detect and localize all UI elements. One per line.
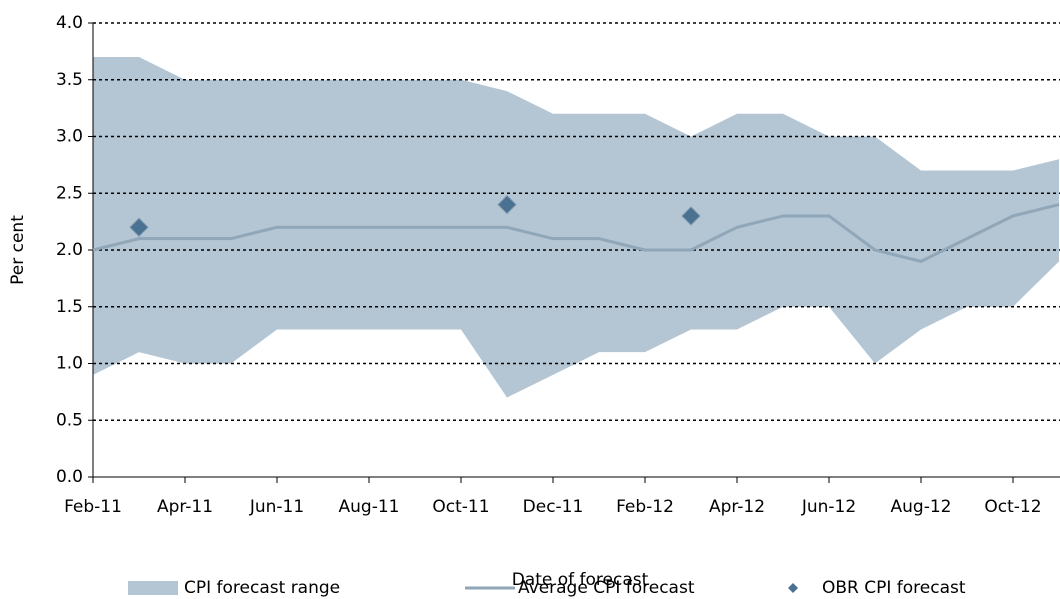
- legend-label: OBR CPI forecast: [822, 578, 966, 598]
- range-area: [93, 57, 1059, 398]
- x-axis-title: Date of forecast: [512, 570, 649, 590]
- y-tick-label: 4.0: [56, 13, 83, 33]
- y-tick-label: 3.5: [56, 70, 83, 90]
- legend-swatch: [128, 581, 178, 595]
- y-tick-label: 1.5: [56, 297, 83, 317]
- x-tick-label: Jun-11: [249, 497, 304, 517]
- y-tick-label: 2.0: [56, 240, 83, 260]
- x-tick-label: Oct-11: [432, 497, 489, 517]
- x-tick-label: Aug-11: [339, 497, 400, 517]
- y-tick-label: 2.5: [56, 183, 83, 203]
- marker: [681, 206, 701, 226]
- legend-label: Average CPI forecast: [518, 578, 695, 598]
- x-tick-label: Apr-12: [709, 497, 765, 517]
- x-tick-label: Feb-11: [64, 497, 122, 517]
- x-tick-label: Jun-12: [801, 497, 856, 517]
- y-tick-label: 1.0: [56, 354, 83, 374]
- x-tick-label: Dec-11: [523, 497, 584, 517]
- y-tick-label: 3.0: [56, 127, 83, 147]
- marker: [497, 194, 517, 215]
- x-tick-label: Aug-12: [891, 497, 952, 517]
- legend-label: CPI forecast range: [184, 578, 340, 598]
- x-tick-label: Feb-12: [616, 497, 674, 517]
- x-tick-label: Oct-12: [984, 497, 1041, 517]
- y-tick-label: 0.0: [56, 467, 83, 487]
- y-axis-title: Per cent: [8, 215, 28, 285]
- y-tick-label: 0.5: [56, 410, 83, 430]
- x-tick-label: Apr-11: [157, 497, 213, 517]
- line: [92, 203, 1060, 263]
- marker: [129, 217, 149, 238]
- legend-swatch: [788, 583, 798, 593]
